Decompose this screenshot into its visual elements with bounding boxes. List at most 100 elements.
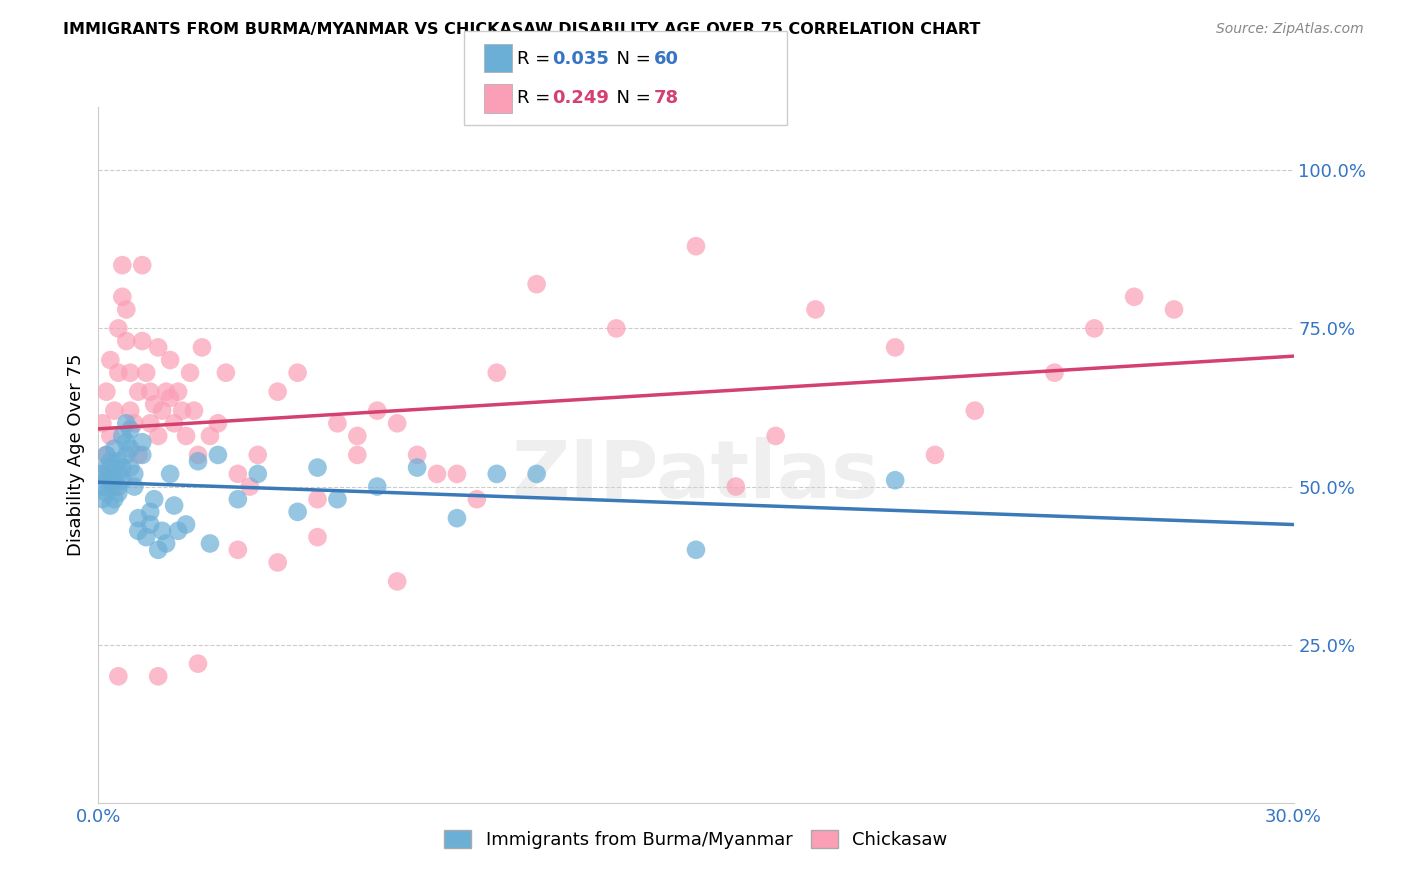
Point [115, 417, 138, 431]
Point [239, 479, 262, 493]
Point [1163, 302, 1185, 317]
Point [385, 417, 409, 431]
Point [215, 366, 238, 380]
Point [96, 448, 118, 462]
Point [143, 492, 166, 507]
Point [406, 460, 429, 475]
Point [724, 479, 747, 493]
Point [187, 454, 209, 468]
Point [98, 499, 122, 513]
Point [148, 542, 170, 557]
Text: R =: R = [517, 51, 557, 69]
Point [135, 530, 157, 544]
Point [98, 467, 122, 481]
Point [346, 429, 368, 443]
Point [267, 556, 290, 570]
Text: 0.249: 0.249 [553, 88, 609, 106]
Text: R =: R = [517, 88, 557, 106]
Point [131, 448, 153, 462]
Point [139, 417, 162, 431]
Point [804, 302, 827, 317]
Point [163, 417, 186, 431]
Point [159, 467, 181, 481]
Legend: Immigrants from Burma/Myanmar, Chickasaw: Immigrants from Burma/Myanmar, Chickasaw [437, 822, 955, 856]
Point [96, 460, 118, 475]
Point [884, 473, 907, 487]
Point [163, 499, 186, 513]
Point [246, 467, 269, 481]
Point [120, 403, 142, 417]
Point [127, 524, 149, 538]
Point [91, 417, 114, 431]
Point [765, 429, 787, 443]
Point [287, 366, 309, 380]
Point [96, 384, 118, 399]
Point [198, 429, 221, 443]
Point [155, 536, 177, 550]
Point [148, 669, 170, 683]
Point [307, 492, 329, 507]
Point [385, 574, 409, 589]
Text: ZIPatlas: ZIPatlas [512, 437, 880, 515]
Point [207, 448, 229, 462]
Point [226, 467, 249, 481]
Text: 78: 78 [654, 88, 679, 106]
Point [107, 321, 129, 335]
Point [167, 384, 190, 399]
Point [91, 492, 114, 507]
Point [267, 384, 290, 399]
Text: IMMIGRANTS FROM BURMA/MYANMAR VS CHICKASAW DISABILITY AGE OVER 75 CORRELATION CH: IMMIGRANTS FROM BURMA/MYANMAR VS CHICKAS… [63, 22, 980, 37]
Text: N =: N = [605, 88, 657, 106]
Point [115, 448, 138, 462]
Point [287, 505, 309, 519]
Point [179, 366, 201, 380]
Point [446, 511, 468, 525]
Point [103, 442, 125, 456]
Point [124, 479, 146, 493]
Point [143, 397, 166, 411]
Point [120, 423, 142, 437]
Point [465, 492, 488, 507]
Y-axis label: Disability Age Over 75: Disability Age Over 75 [66, 353, 84, 557]
Point [207, 417, 229, 431]
Point [172, 403, 194, 417]
Point [115, 334, 138, 348]
Text: 0.035: 0.035 [553, 51, 609, 69]
Point [150, 524, 173, 538]
Point [1083, 321, 1105, 335]
Point [127, 448, 149, 462]
Point [139, 505, 162, 519]
Point [96, 473, 118, 487]
Point [115, 302, 138, 317]
Point [167, 524, 190, 538]
Text: N =: N = [605, 51, 657, 69]
Point [485, 467, 508, 481]
Point [107, 669, 129, 683]
Point [131, 258, 153, 272]
Point [124, 417, 146, 431]
Point [107, 479, 129, 493]
Point [111, 258, 134, 272]
Point [1043, 366, 1066, 380]
Text: Source: ZipAtlas.com: Source: ZipAtlas.com [1216, 22, 1364, 37]
Point [174, 429, 197, 443]
Point [174, 517, 197, 532]
Point [120, 442, 142, 456]
Point [111, 460, 134, 475]
Point [605, 321, 627, 335]
Point [96, 448, 118, 462]
Point [107, 454, 129, 468]
Point [131, 435, 153, 450]
Point [91, 479, 114, 493]
Point [446, 467, 468, 481]
Point [131, 334, 153, 348]
Point [103, 473, 125, 487]
Point [120, 460, 142, 475]
Point [103, 403, 125, 417]
Point [111, 473, 134, 487]
Point [366, 479, 388, 493]
Point [159, 391, 181, 405]
Point [485, 366, 508, 380]
Point [98, 454, 122, 468]
Point [246, 448, 269, 462]
